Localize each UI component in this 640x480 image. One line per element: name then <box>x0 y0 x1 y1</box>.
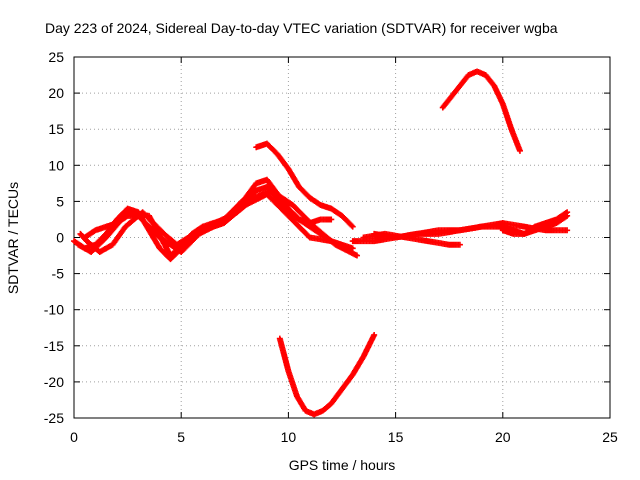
x-tick-label: 0 <box>70 429 78 445</box>
y-tick-label: -20 <box>44 374 64 390</box>
y-tick-label: 15 <box>48 121 64 137</box>
data-point <box>516 147 523 154</box>
y-tick-label: 25 <box>48 49 64 65</box>
data-point <box>349 245 356 252</box>
data-point <box>564 227 571 234</box>
y-tick-label: 5 <box>56 193 64 209</box>
x-tick-label: 15 <box>388 429 404 445</box>
axis-labels: 0 5 10 15 20 25 -25 -20 -15 -10 -5 0 5 10 15 20 25 <box>44 49 618 445</box>
grid <box>74 57 610 418</box>
data-point <box>354 252 361 259</box>
y-tick-label: -5 <box>52 266 65 282</box>
y-axis-label: SDTVAR / TECUs <box>5 182 21 294</box>
series-track-4 <box>77 187 361 259</box>
series-track-11 <box>276 331 378 418</box>
y-tick-label: 10 <box>48 157 64 173</box>
series-track-9 <box>499 212 571 237</box>
y-tick-label: 20 <box>48 85 64 101</box>
data-point <box>371 331 378 338</box>
data-point <box>562 213 569 220</box>
data-point <box>349 223 356 230</box>
series-track-8 <box>371 220 571 241</box>
y-tick-label: -10 <box>44 302 64 318</box>
data-marks <box>71 68 571 418</box>
ticks <box>73 56 611 419</box>
x-tick-label: 5 <box>177 429 185 445</box>
x-tick-label: 25 <box>602 429 618 445</box>
x-tick-label: 20 <box>495 429 511 445</box>
x-tick-label: 10 <box>281 429 297 445</box>
y-tick-label: -15 <box>44 338 64 354</box>
data-point <box>456 241 463 248</box>
series-track-5 <box>253 140 356 230</box>
y-tick-label: -25 <box>44 410 64 426</box>
data-point <box>348 222 355 229</box>
chart-title: Day 223 of 2024, Sidereal Day-to-day VTE… <box>45 20 558 36</box>
data-point <box>328 216 335 223</box>
series-track-10 <box>439 68 523 154</box>
y-tick-label: 0 <box>56 230 64 246</box>
data-point <box>564 212 571 219</box>
x-axis-label: GPS time / hours <box>289 457 396 473</box>
